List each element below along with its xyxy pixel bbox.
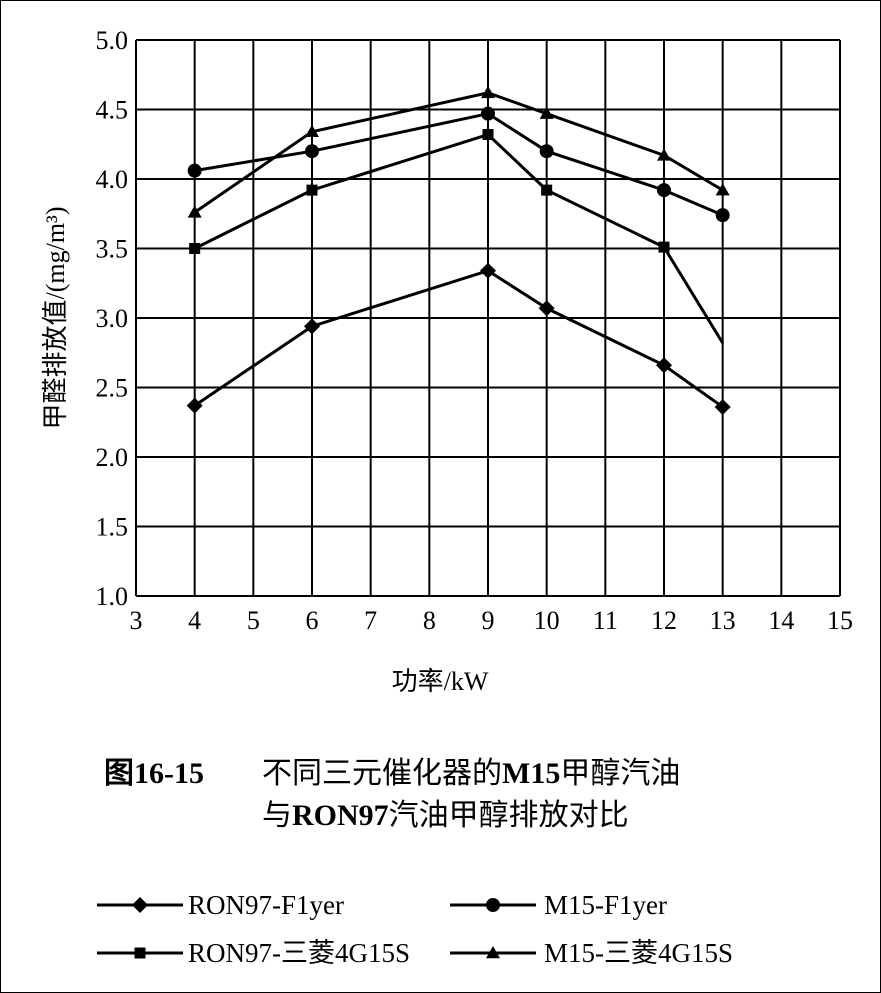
x-axis-label: 功率/kW (392, 667, 489, 696)
y-tick-label: 3.0 (96, 304, 129, 333)
data-point-diamond (714, 398, 731, 415)
data-point-square (482, 129, 494, 141)
y-tick-label: 1.0 (96, 582, 129, 611)
x-tick-label: 10 (534, 606, 560, 635)
data-point-circle (715, 208, 730, 223)
data-point-triangle (187, 205, 202, 218)
x-tick-label: 7 (364, 606, 377, 635)
legend-label: M15-三菱4G15S (544, 938, 733, 968)
x-tick-label: 12 (651, 606, 677, 635)
legend-label: RON97-F1yer (188, 890, 344, 920)
data-point-square (134, 947, 146, 959)
y-tick-label: 5.0 (96, 26, 129, 55)
y-tick-label: 2.0 (96, 443, 129, 472)
x-tick-label: 11 (593, 606, 618, 635)
data-point-circle (187, 163, 202, 178)
y-tick-label: 2.5 (96, 374, 129, 403)
data-point-triangle (481, 85, 495, 99)
data-point-diamond (304, 318, 320, 335)
figure-number: 图16-15 (104, 757, 204, 790)
x-tick-label: 8 (423, 606, 436, 635)
legend-item: RON97-三菱4G15S (97, 938, 410, 968)
y-tick-label: 4.5 (96, 96, 129, 125)
data-point-square (189, 243, 201, 254)
x-tick-label: 14 (768, 606, 794, 635)
x-tick-label: 5 (247, 606, 260, 635)
series-markers (186, 85, 731, 415)
data-point-diamond (480, 262, 496, 279)
data-point-circle (539, 144, 554, 159)
x-tick-label: 6 (306, 606, 319, 635)
y-tick-label: 4.0 (96, 165, 129, 194)
legend-item: M15-F1yer (450, 890, 667, 920)
data-point-diamond (538, 300, 555, 317)
legend-label: RON97-三菱4G15S (188, 938, 410, 968)
x-tick-label: 9 (482, 606, 495, 635)
data-point-triangle (486, 946, 500, 959)
data-point-circle (486, 898, 500, 912)
series-line (194, 112, 724, 217)
data-point-square (541, 184, 553, 196)
series-line (193, 132, 724, 344)
data-point-square (658, 241, 670, 253)
data-point-circle (481, 106, 495, 121)
caption-text-2: 与RON97汽油甲醇排放对比 (262, 799, 629, 832)
x-tick-label: 4 (188, 606, 201, 635)
legend-item: M15-三菱4G15S (450, 938, 733, 968)
data-point-diamond (132, 897, 148, 913)
plot-grid (135, 39, 841, 597)
data-point-diamond (186, 397, 203, 414)
x-tick-label: 3 (130, 606, 143, 635)
x-tick-label: 13 (710, 606, 736, 635)
data-point-circle (657, 183, 671, 198)
data-point-triangle (657, 148, 671, 161)
data-point-diamond (656, 357, 672, 374)
series-line (193, 269, 724, 409)
legend-label: M15-F1yer (544, 890, 667, 920)
y-axis-label: 甲醛排放值/(mg/m³) (41, 206, 70, 429)
y-axis-ticks: 1.0 1.5 2.0 2.5 3.0 3.5 4.0 4.5 5.0 (96, 26, 129, 611)
data-point-square (306, 184, 318, 196)
series-lines (193, 91, 724, 409)
data-point-triangle (305, 124, 319, 137)
y-tick-label: 1.5 (96, 513, 129, 542)
legend: RON97-F1yer M15-F1yer RON97-三菱4G15S M15-三菱4… (97, 890, 733, 968)
caption-text-1: 不同三元催化器的M15甲醇汽油 (262, 757, 681, 790)
legend-item: RON97-F1yer (97, 890, 344, 920)
x-tick-label: 15 (827, 606, 853, 635)
y-tick-label: 3.5 (96, 235, 129, 264)
x-axis-ticks: 3 4 5 6 7 8 9 10 11 12 13 14 15 (130, 606, 854, 635)
series-line (193, 91, 724, 214)
data-point-triangle (715, 183, 730, 196)
data-point-triangle (539, 106, 554, 119)
data-point-circle (305, 144, 319, 159)
